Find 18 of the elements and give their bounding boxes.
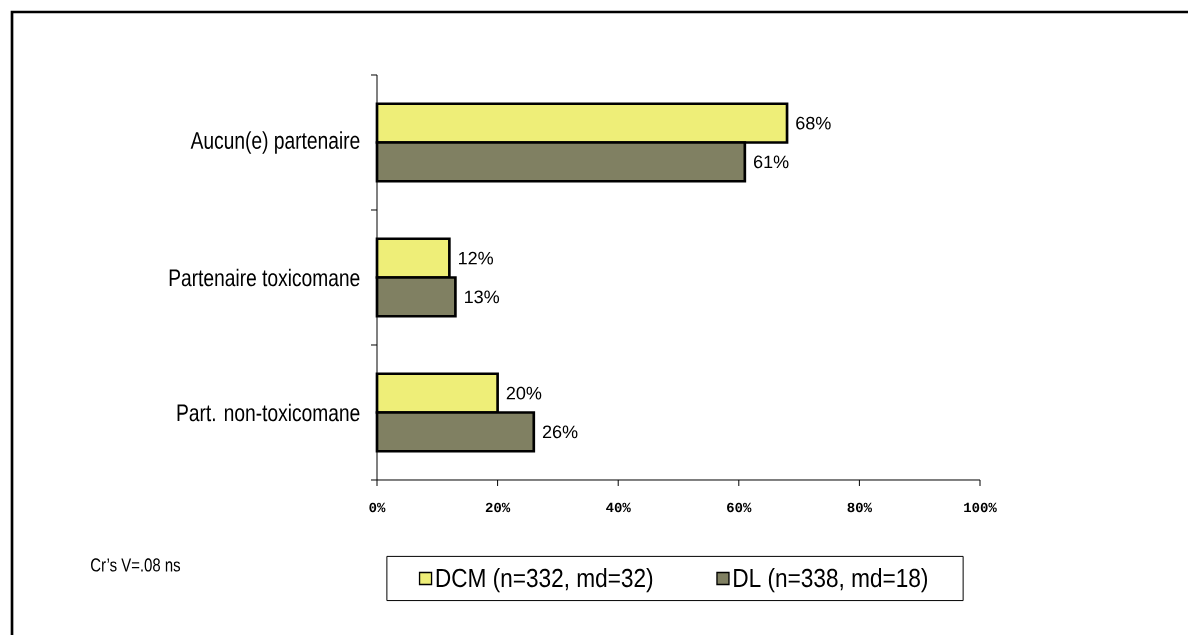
data-label: 26% xyxy=(542,425,578,439)
legend-label: DL (n=338, md=18) xyxy=(734,568,928,593)
data-label: 12% xyxy=(459,251,494,265)
x-tick-label: 60% xyxy=(727,502,752,513)
y-tick-label: Aucun(e) partenaire xyxy=(190,131,360,154)
data-label: 20% xyxy=(506,386,542,400)
y-tick-label: Partenaire toxicomane xyxy=(169,268,360,287)
y-tick-label: Part. non-toxicomane xyxy=(177,403,360,422)
x-tick-label: 0% xyxy=(369,502,386,513)
legend-label: DCM (n=332, md=32) xyxy=(436,568,653,593)
data-label: 68% xyxy=(796,116,831,130)
text: Cr’s V=.08 ns xyxy=(91,558,181,572)
data-label: 13% xyxy=(465,290,500,304)
x-tick-label: 20% xyxy=(485,502,511,513)
data-label: 61% xyxy=(754,155,789,169)
x-tick-label: 40% xyxy=(606,502,631,513)
x-tick-label: 80% xyxy=(847,502,873,513)
x-tick-label: 100% xyxy=(964,502,997,513)
